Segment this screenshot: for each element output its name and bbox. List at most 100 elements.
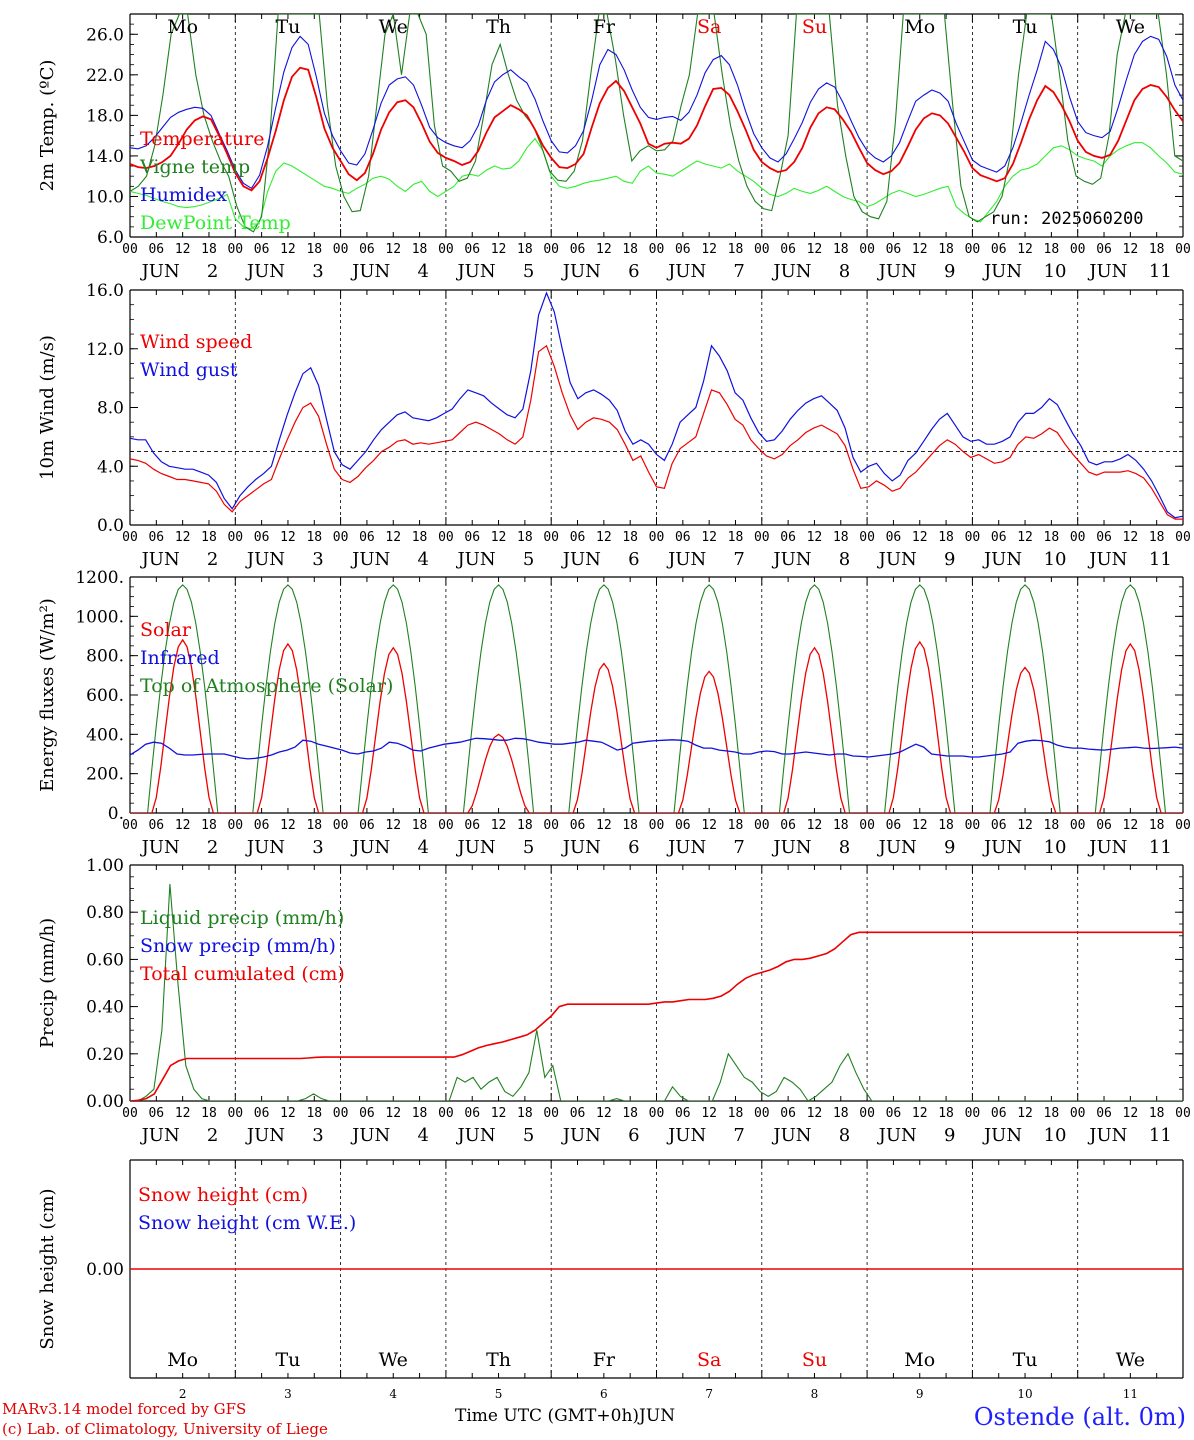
hour-tick-label: 12 (1017, 530, 1033, 545)
date-month-label: JUN (350, 1125, 390, 1146)
date-day-label: 6 (600, 1387, 608, 1401)
hour-tick-label: 06 (991, 242, 1007, 257)
y-tick-label: 0.60 (86, 950, 124, 970)
series-line-wind-speed (130, 344, 1183, 520)
date-day-label: 6 (628, 261, 639, 282)
date-day-label: 11 (1149, 1125, 1172, 1146)
hour-tick-label: 18 (728, 530, 744, 545)
day-of-week-label: We (1116, 1349, 1145, 1371)
day-of-week-label: Mo (167, 1349, 198, 1371)
hour-tick-label: 00 (227, 242, 243, 257)
day-of-week-label: We (1116, 16, 1145, 38)
hour-tick-label: 18 (412, 530, 428, 545)
day-of-week-label: Mo (167, 16, 198, 38)
hour-tick-label: 06 (464, 530, 480, 545)
date-day-label: 8 (839, 261, 850, 282)
date-month-label: JUN (877, 261, 917, 282)
hour-tick-label: 00 (543, 242, 559, 257)
hour-tick-label: 18 (1149, 530, 1165, 545)
hour-tick-label: 06 (148, 530, 164, 545)
hour-tick-label: 06 (1096, 242, 1112, 257)
day-of-week-label: Fr (593, 16, 616, 38)
hour-tick-label: 00 (965, 1106, 981, 1121)
hour-tick-label: 18 (201, 1106, 217, 1121)
hour-tick-label: 00 (122, 1106, 138, 1121)
date-day-label: 10 (1044, 837, 1067, 858)
hour-tick-label: 18 (517, 818, 533, 833)
day-of-week-label: Tu (1013, 1349, 1038, 1371)
date-day-label: 6 (628, 1125, 639, 1146)
hour-tick-label: 06 (359, 242, 375, 257)
hour-tick-label: 12 (807, 242, 823, 257)
hour-tick-label: 12 (701, 242, 717, 257)
hour-tick-label: 12 (385, 242, 401, 257)
date-day-label: 7 (705, 1387, 713, 1401)
y-tick-label: 16.0 (86, 281, 124, 301)
series-line-top-of-atmosphere (130, 584, 1183, 813)
date-day-label: 9 (944, 549, 955, 570)
date-month-label: JUN (771, 1125, 811, 1146)
hour-tick-label: 12 (1017, 242, 1033, 257)
day-of-week-label: We (379, 1349, 408, 1371)
time-axis-text: Time UTC (GMT+0h) (455, 1406, 640, 1426)
date-month-label: JUN (561, 549, 601, 570)
series-line-wind-gust (130, 291, 1183, 519)
date-month-label: JUN (245, 261, 285, 282)
date-day-label: 11 (1149, 549, 1172, 570)
panel-1: 00 06 12 18 00 06 12 18 00 06 12 18 00 06 12 18 00 06 12 18… (37, 13, 1191, 282)
model-credit: MARv3.14 model forced by GFS (2, 1400, 247, 1418)
hour-tick-label: 06 (675, 818, 691, 833)
hour-tick-label: 06 (464, 818, 480, 833)
hour-tick-label: 18 (412, 818, 428, 833)
y-tick-label: 22.0 (86, 66, 124, 86)
station-name: Ostende (alt. 0m) (973, 1403, 1186, 1431)
y-tick-label: 1000. (75, 607, 124, 627)
y-tick-label: 0.40 (86, 998, 124, 1018)
date-month-label: JUN (771, 549, 811, 570)
hour-tick-label: 00 (754, 1106, 770, 1121)
hour-tick-label: 06 (886, 530, 902, 545)
day-of-week-label: Th (486, 1349, 511, 1371)
date-month-label: JUN (350, 837, 390, 858)
hour-tick-label: 06 (1096, 818, 1112, 833)
hour-tick-label: 12 (701, 818, 717, 833)
hour-tick-label: 12 (807, 530, 823, 545)
date-month-label: JUN (771, 837, 811, 858)
date-day-label: 4 (389, 1387, 397, 1401)
hour-tick-label: 12 (596, 242, 612, 257)
hour-tick-label: 06 (254, 1106, 270, 1121)
hour-tick-label: 06 (780, 530, 796, 545)
hour-tick-label: 00 (754, 242, 770, 257)
y-tick-label: 18.0 (86, 106, 124, 126)
hour-tick-label: 18 (1044, 530, 1060, 545)
hour-tick-label: 06 (886, 242, 902, 257)
date-month-label: JUN (771, 261, 811, 282)
day-of-week-label: Su (802, 1349, 827, 1371)
hour-tick-label: 18 (412, 242, 428, 257)
date-month-label: JUN (666, 261, 706, 282)
hour-tick-label: 06 (148, 1106, 164, 1121)
hour-tick-label: 06 (570, 530, 586, 545)
date-day-label: 7 (733, 261, 744, 282)
hour-tick-label: 12 (596, 530, 612, 545)
date-day-label: 3 (312, 837, 323, 858)
hour-tick-label: 12 (807, 818, 823, 833)
date-day-label: 2 (207, 1125, 218, 1146)
date-month-label: JUN (982, 1125, 1022, 1146)
hour-tick-label: 18 (938, 818, 954, 833)
hour-tick-label: 00 (859, 818, 875, 833)
y-tick-label: 0.00 (86, 1092, 124, 1112)
hour-tick-label: 06 (1096, 1106, 1112, 1121)
y-tick-label: 200. (86, 765, 124, 785)
date-day-label: 2 (207, 261, 218, 282)
hour-tick-label: 00 (649, 242, 665, 257)
y-axis-label: Energy fluxes (W/m²) (37, 598, 58, 792)
date-month-label: JUN (666, 837, 706, 858)
date-day-label: 10 (1044, 1125, 1067, 1146)
legend-entry: Snow height (cm) (138, 1184, 308, 1206)
hour-tick-label: 00 (859, 530, 875, 545)
hour-tick-label: 18 (622, 1106, 638, 1121)
date-day-label: 2 (207, 549, 218, 570)
series-line-infrared (130, 737, 1183, 760)
hour-tick-label: 12 (1123, 1106, 1139, 1121)
